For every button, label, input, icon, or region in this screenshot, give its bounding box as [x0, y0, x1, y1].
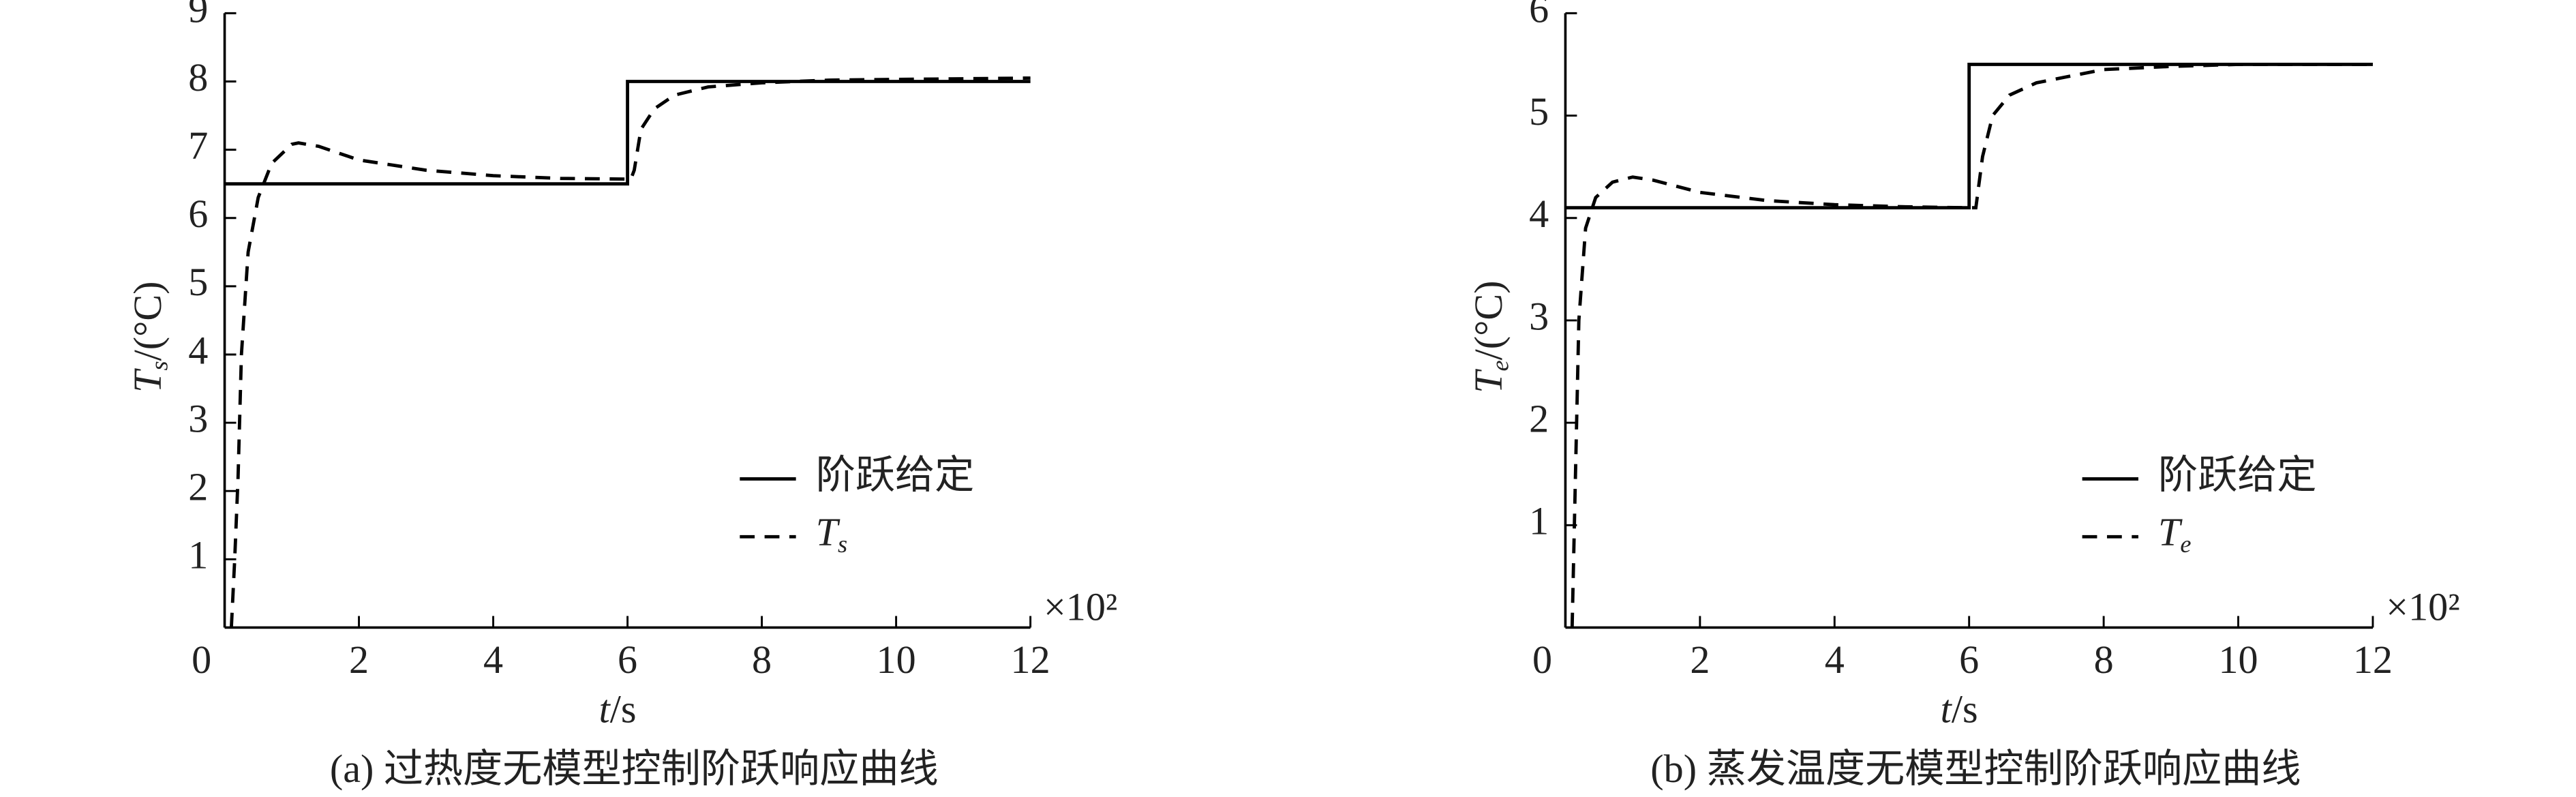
- x-label-unit: /s: [1952, 687, 1978, 732]
- caption: (b) 蒸发温度无模型控制阶跃响应曲线: [1650, 747, 2301, 791]
- x-label-var: t: [599, 687, 611, 732]
- x-label: t/s: [599, 687, 637, 732]
- y-tick-label: 2: [1529, 396, 1549, 440]
- y-label-unit: /(°C): [125, 281, 170, 361]
- x-tick-label: 4: [483, 637, 503, 682]
- y-tick-label: 3: [1529, 294, 1549, 338]
- x-tick-label: 12: [2353, 637, 2393, 682]
- legend-label: Ts: [816, 511, 847, 558]
- y-label-sub: s: [146, 361, 173, 370]
- y-tick-label: 7: [188, 123, 208, 168]
- x-tick-label: 10: [2218, 637, 2258, 682]
- x-tick-label: 4: [1825, 637, 1845, 682]
- x-label-var: t: [1941, 687, 1953, 732]
- y-tick-label: 5: [1529, 89, 1549, 134]
- legend-sub: e: [2180, 530, 2191, 558]
- legend-var: T: [816, 511, 840, 555]
- y-tick-label: 4: [188, 328, 208, 372]
- y-label-var: T: [1466, 369, 1511, 393]
- x-label-unit: /s: [610, 687, 637, 732]
- x-tick-label: 6: [1959, 637, 1979, 682]
- y-tick-label: 6: [1529, 0, 1549, 31]
- legend-sub: s: [838, 530, 847, 558]
- x-tick-label: 0: [1532, 637, 1552, 682]
- y-tick-label: 1: [188, 533, 208, 577]
- y-tick-label: 2: [188, 465, 208, 509]
- series-line: [224, 80, 1031, 186]
- y-tick-label: 1: [1529, 499, 1549, 543]
- y-label: Ts/(°C): [125, 281, 173, 392]
- y-tick-label: 9: [188, 0, 208, 31]
- x-tick-label: 0: [192, 637, 211, 682]
- x-tick-label: 2: [349, 637, 369, 682]
- legend-label: Te: [2158, 511, 2191, 558]
- legend-label: 阶跃给定: [816, 453, 975, 497]
- x-tick-label: 8: [752, 637, 772, 682]
- x-multiplier: ×10²: [1044, 585, 1117, 629]
- series-line: [229, 76, 1031, 628]
- y-label-unit: /(°C): [1466, 280, 1511, 360]
- y-tick-label: 6: [188, 192, 208, 236]
- legend-var: T: [2158, 511, 2183, 555]
- y-label: Te/(°C): [1466, 280, 1514, 393]
- y-tick-label: 3: [188, 396, 208, 440]
- y-tick-label: 8: [188, 55, 208, 100]
- y-tick-label: 4: [1529, 192, 1549, 236]
- series-line: [1565, 63, 2373, 210]
- x-tick-label: 6: [618, 637, 637, 682]
- x-label: t/s: [1941, 687, 1978, 732]
- x-tick-label: 8: [2094, 637, 2114, 682]
- x-multiplier: ×10²: [2386, 585, 2459, 629]
- x-tick-label: 10: [877, 637, 916, 682]
- y-label-var: T: [125, 368, 170, 393]
- x-tick-label: 12: [1011, 637, 1050, 682]
- y-tick-label: 5: [188, 260, 208, 304]
- x-tick-label: 2: [1690, 637, 1710, 682]
- y-label-sub: e: [1487, 360, 1514, 371]
- series-line: [1570, 63, 2373, 628]
- legend-label: 阶跃给定: [2158, 453, 2317, 497]
- caption: (a) 过热度无模型控制阶跃响应曲线: [330, 747, 939, 791]
